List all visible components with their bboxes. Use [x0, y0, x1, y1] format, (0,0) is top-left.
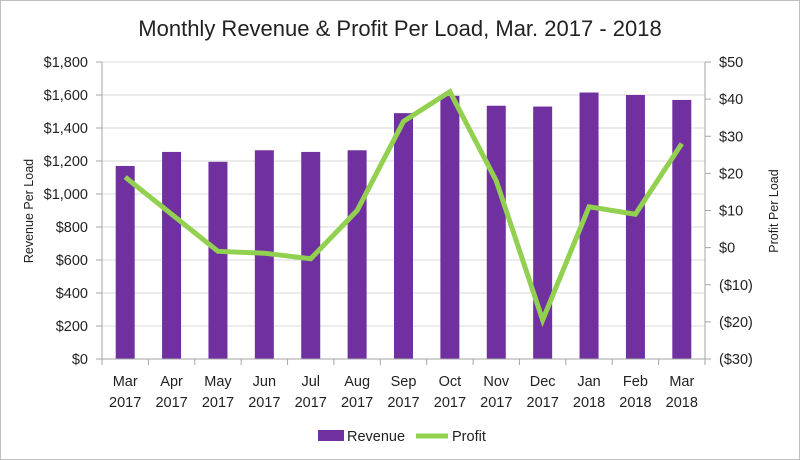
y-tick-label: $600: [56, 253, 88, 269]
revenue-bars: [115, 92, 692, 360]
legend: Revenue Profit: [318, 429, 486, 445]
x-tick-label-year: 2017: [109, 395, 141, 411]
revenue-bar: [394, 113, 413, 360]
x-tick-label-year: 2017: [527, 395, 559, 411]
y2-tick-label: $50: [719, 55, 743, 71]
x-tick-label-month: Aug: [344, 374, 370, 390]
revenue-bar: [162, 151, 182, 359]
revenue-bar: [208, 161, 228, 359]
x-tick-label-year: 2018: [573, 395, 605, 411]
x-axis-ticks: Mar 2017 Apr 2017 May 2017 Jun 2017 Jul 2017 Aug 20…: [109, 374, 698, 411]
revenue-bar: [115, 165, 135, 359]
right-axis-ticks: ($30) ($20) ($10) $0 $10 $20 $30 $40 $50: [719, 55, 753, 368]
x-tick-label-month: May: [204, 374, 232, 390]
x-tick-label-year: 2018: [666, 395, 698, 411]
x-tick-label-year: 2017: [295, 395, 327, 411]
y2-axis-title: Profit Per Load: [767, 169, 781, 252]
y-tick-label: $800: [56, 220, 88, 236]
revenue-bar: [347, 150, 367, 359]
y2-tick-label: $30: [719, 129, 743, 145]
y2-tick-label: $0: [719, 241, 735, 257]
x-tick-label-year: 2017: [387, 395, 419, 411]
x-tick-label-year: 2017: [434, 395, 466, 411]
x-tick-label-month: Feb: [623, 374, 648, 390]
y-tick-label: $0: [72, 352, 88, 368]
y-tick-label: $1,000: [44, 187, 88, 203]
revenue-bar: [533, 106, 553, 359]
y-tick-label: $1,200: [44, 154, 88, 170]
revenue-bar: [625, 95, 645, 359]
chart-title: Monthly Revenue & Profit Per Load, Mar. …: [138, 16, 661, 41]
y-tick-label: $400: [56, 286, 88, 302]
y2-tick-label: $40: [719, 92, 743, 108]
y-tick-label: $1,600: [44, 88, 88, 104]
x-tick-label-year: 2017: [202, 395, 234, 411]
y2-tick-label: ($30): [719, 352, 753, 368]
x-tick-label-year: 2017: [341, 395, 373, 411]
y2-tick-label: ($20): [719, 315, 753, 331]
legend-profit-label: Profit: [452, 429, 486, 445]
y-tick-label: $1,800: [44, 55, 88, 71]
x-tick-label-year: 2017: [155, 395, 187, 411]
x-tick-label-month: Dec: [530, 374, 556, 390]
x-tick-label-month: Jul: [301, 374, 320, 390]
y-axis-title: Revenue Per Load: [22, 159, 36, 263]
y2-tick-label: $20: [719, 166, 743, 182]
x-tick-label-month: Mar: [669, 374, 694, 390]
y-tick-label: $1,400: [44, 121, 88, 137]
y2-tick-label: $10: [719, 204, 743, 220]
x-tick-label-year: 2017: [248, 395, 280, 411]
x-tick-label-month: Nov: [483, 374, 510, 390]
profit-line: [123, 88, 684, 328]
x-tick-label-month: Mar: [113, 374, 138, 390]
x-tick-label-month: Jan: [577, 374, 600, 390]
x-tick-label-year: 2018: [619, 395, 651, 411]
revenue-bar: [440, 95, 460, 359]
revenue-bar: [672, 99, 692, 359]
x-tick-label-month: Apr: [160, 374, 183, 390]
axes: [96, 61, 711, 365]
profit-line-layer: [123, 88, 684, 328]
revenue-bar: [579, 92, 599, 360]
x-tick-label-year: 2017: [480, 395, 512, 411]
y2-tick-label: ($10): [719, 278, 753, 294]
legend-revenue-label: Revenue: [347, 429, 405, 445]
y-tick-label: $200: [56, 319, 88, 335]
left-axis-ticks: $0 $200 $400 $600 $800 $1,000 $1,200 $1,400 $1,6…: [44, 55, 88, 368]
revenue-bar: [486, 105, 506, 359]
x-tick-label-month: Jun: [253, 374, 276, 390]
x-tick-label-month: Sep: [391, 374, 417, 390]
legend-revenue-swatch: [318, 430, 344, 441]
x-tick-label-month: Oct: [439, 374, 462, 390]
